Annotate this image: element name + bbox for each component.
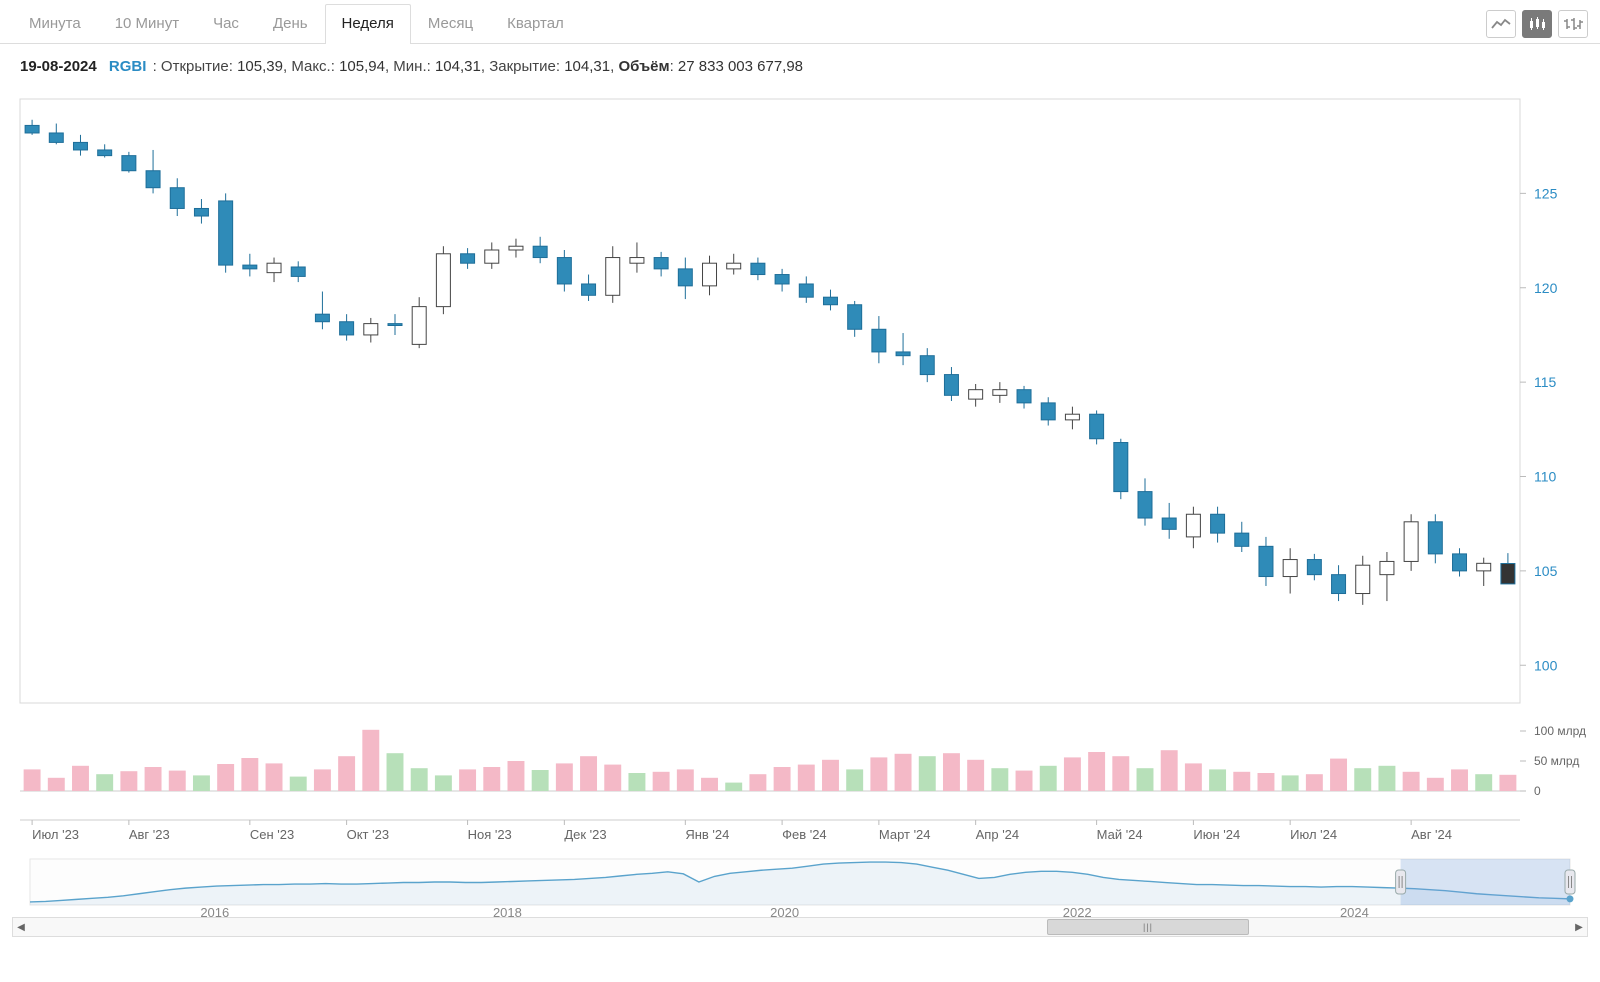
- svg-text:2020: 2020: [770, 905, 799, 917]
- line-chart-icon[interactable]: [1486, 10, 1516, 38]
- svg-text:2018: 2018: [493, 905, 522, 917]
- price-chart-container: 100 105 110 115 120 125: [12, 89, 1588, 713]
- ohlc-high: 105,94: [339, 58, 385, 75]
- svg-text:Июл '24: Июл '24: [1290, 827, 1337, 842]
- svg-text:2024: 2024: [1340, 905, 1369, 917]
- time-axis-labels: Июл '23 Авг '23 Сен '23 Окт '23 Ноя '23 Дек '…: [12, 819, 1588, 847]
- volume-chart-container: 0 50 млрд 100 млрд: [12, 721, 1588, 811]
- interval-tab-3[interactable]: День: [256, 4, 325, 44]
- svg-text:Апр '24: Апр '24: [976, 827, 1020, 842]
- svg-text:Янв '24: Янв '24: [685, 827, 729, 842]
- ohlc-info-line: 19-08-2024 RGBI : Открытие: 105,39, Макс…: [0, 44, 1600, 81]
- navigator-handle-right[interactable]: [1565, 870, 1575, 894]
- ohlc-date: 19-08-2024: [20, 58, 97, 75]
- svg-text:120: 120: [1534, 280, 1558, 296]
- ohlc-low: 104,31: [435, 58, 481, 75]
- scrollbar-thumb[interactable]: |||: [1047, 919, 1249, 935]
- svg-text:Фев '24: Фев '24: [782, 827, 827, 842]
- svg-text:Июн '24: Июн '24: [1193, 827, 1240, 842]
- svg-text:100 млрд: 100 млрд: [1534, 724, 1586, 738]
- svg-text:Июл '23: Июл '23: [32, 827, 79, 842]
- svg-text:Авг '24: Авг '24: [1411, 827, 1452, 842]
- interval-tab-4[interactable]: Неделя: [325, 4, 411, 44]
- svg-text:105: 105: [1534, 563, 1558, 579]
- scrollbar-right-arrow[interactable]: ▶: [1571, 918, 1587, 936]
- interval-tab-6[interactable]: Квартал: [490, 4, 581, 44]
- ohlc-close: 104,31: [564, 58, 610, 75]
- ohlc-volume: 27 833 003 677,98: [678, 58, 803, 75]
- svg-text:0: 0: [1534, 784, 1541, 798]
- navigator-scrollbar[interactable]: ◀ ||| ▶: [12, 917, 1588, 937]
- interval-tab-2[interactable]: Час: [196, 4, 256, 44]
- svg-text:Март '24: Март '24: [879, 827, 931, 842]
- svg-text:115: 115: [1534, 374, 1557, 390]
- ohlc-open: 105,39: [237, 58, 283, 75]
- svg-text:110: 110: [1534, 469, 1557, 485]
- interval-tab-1[interactable]: 10 Минут: [98, 4, 196, 44]
- ohlc-volume-label: Объём: [618, 58, 669, 75]
- bar-chart-icon[interactable]: [1558, 10, 1588, 38]
- scrollbar-left-arrow[interactable]: ◀: [13, 918, 29, 936]
- svg-text:2016: 2016: [200, 905, 229, 917]
- range-navigator[interactable]: 2016 2018 2020 2022 2024: [12, 855, 1588, 917]
- svg-text:Дек '23: Дек '23: [564, 827, 606, 842]
- svg-text:125: 125: [1534, 185, 1558, 201]
- ohlc-ticker: RGBI: [109, 58, 147, 75]
- interval-tab-0[interactable]: Минута: [12, 4, 98, 44]
- svg-text:2022: 2022: [1063, 905, 1092, 917]
- navigator-container: 2016 2018 2020 2022 2024: [12, 855, 1588, 917]
- svg-text:100: 100: [1534, 657, 1558, 673]
- candlestick-chart-icon[interactable]: [1522, 10, 1552, 38]
- svg-text:Авг '23: Авг '23: [129, 827, 170, 842]
- interval-tab-5[interactable]: Месяц: [411, 4, 490, 44]
- svg-text:Ноя '23: Ноя '23: [468, 827, 512, 842]
- svg-text:Май '24: Май '24: [1097, 827, 1143, 842]
- time-axis: Июл '23 Авг '23 Сен '23 Окт '23 Ноя '23 Дек '…: [12, 819, 1588, 847]
- price-candlestick-chart[interactable]: 100 105 110 115 120 125: [12, 89, 1588, 713]
- interval-tabs: Минута10 МинутЧасДеньНеделяМесяцКвартал: [12, 4, 581, 43]
- volume-bar-chart[interactable]: 0 50 млрд 100 млрд: [12, 721, 1588, 811]
- scrollbar-track[interactable]: |||: [29, 918, 1571, 936]
- chart-type-switcher: [1486, 10, 1588, 38]
- svg-text:Сен '23: Сен '23: [250, 827, 294, 842]
- svg-text:Окт '23: Окт '23: [347, 827, 389, 842]
- navigator-handle-left[interactable]: [1396, 870, 1406, 894]
- interval-toolbar: Минута10 МинутЧасДеньНеделяМесяцКвартал: [0, 0, 1600, 44]
- svg-text:50 млрд: 50 млрд: [1534, 754, 1579, 768]
